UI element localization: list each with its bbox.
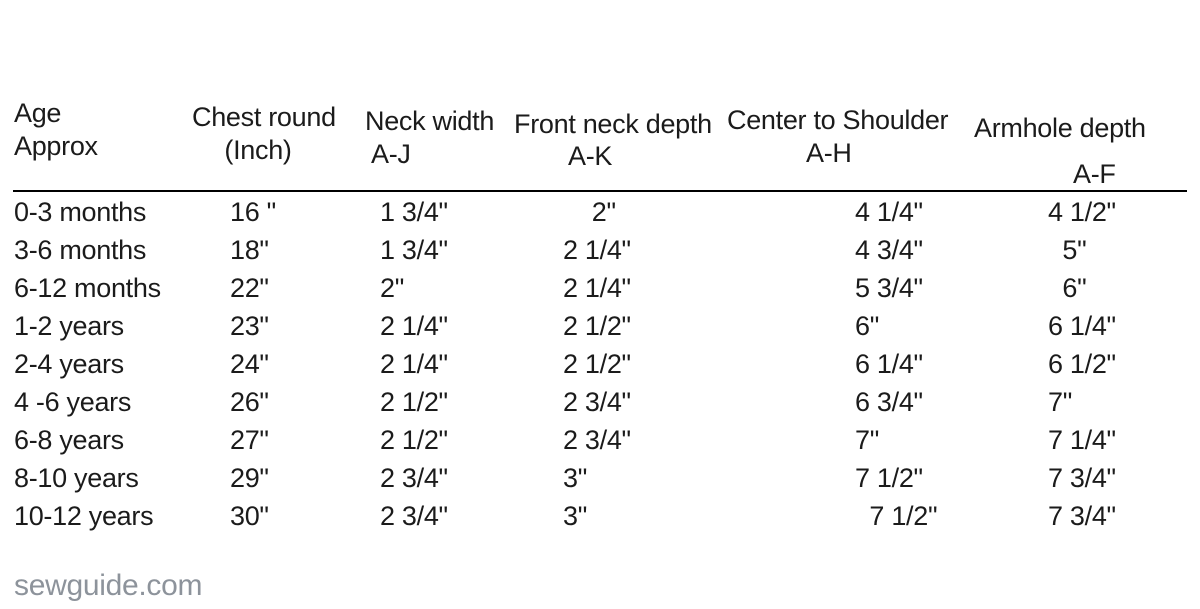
table-cell-age: 1-2 years <box>14 311 124 341</box>
table-cell-neck-width: 2 3/4" <box>380 501 448 531</box>
table-row: 6-12 months 22" 2" 2 1/4" 5 3/4" 6" <box>0 269 1200 307</box>
col-header-center-shoulder-line2: A-H <box>806 138 852 168</box>
table-cell-front-neck-depth: 2" <box>563 197 616 227</box>
table-cell-center-to-shoulder: 7" <box>855 425 880 455</box>
table-cell-neck-width: 2" <box>380 273 405 303</box>
table-cell-neck-width: 1 3/4" <box>380 197 448 227</box>
table-cell-armhole-depth: 7 1/4" <box>1048 425 1116 455</box>
table-cell-chest: 16 " <box>230 197 276 227</box>
table-cell-armhole-depth: 6" <box>1048 273 1087 303</box>
table-cell-neck-width: 2 1/4" <box>380 311 448 341</box>
table-cell-front-neck-depth: 2 1/2" <box>563 311 631 341</box>
table-cell-armhole-depth: 7 3/4" <box>1048 463 1116 493</box>
col-header-age-line2: Approx <box>14 131 98 161</box>
table-cell-center-to-shoulder: 6 1/4" <box>855 349 923 379</box>
table-cell-chest: 18" <box>230 235 269 265</box>
table-cell-neck-width: 2 3/4" <box>380 463 448 493</box>
table-cell-chest: 30" <box>230 501 269 531</box>
table-cell-age: 3-6 months <box>14 235 147 265</box>
table-cell-center-to-shoulder: 7 1/2" <box>855 501 938 531</box>
table-cell-front-neck-depth: 3" <box>563 501 588 531</box>
table-row: 1-2 years 23" 2 1/4" 2 1/2" 6" 6 1/4" <box>0 307 1200 345</box>
table-row: 0-3 months 16 " 1 3/4" 2" 4 1/4" 4 1/2" <box>0 193 1200 231</box>
col-header-front-neck-line2: A-K <box>568 141 613 171</box>
table-cell-front-neck-depth: 2 1/2" <box>563 349 631 379</box>
table-cell-chest: 26" <box>230 387 269 417</box>
col-header-front-neck-line1: Front neck depth <box>514 109 712 139</box>
col-header-neck-line1: Neck width <box>365 106 495 136</box>
table-cell-chest: 23" <box>230 311 269 341</box>
table-row: 6-8 years 27" 2 1/2" 2 3/4" 7" 7 1/4" <box>0 421 1200 459</box>
table-cell-neck-width: 1 3/4" <box>380 235 448 265</box>
table-cell-armhole-depth: 7" <box>1048 387 1073 417</box>
table-row: 2-4 years 24" 2 1/4" 2 1/2" 6 1/4" 6 1/2… <box>0 345 1200 383</box>
table-cell-neck-width: 2 1/2" <box>380 425 448 455</box>
table-cell-center-to-shoulder: 4 1/4" <box>855 197 923 227</box>
table-cell-age: 4 -6 years <box>14 387 132 417</box>
col-header-chest-line2: (Inch) <box>224 135 292 165</box>
table-cell-center-to-shoulder: 6" <box>855 311 880 341</box>
table-cell-front-neck-depth: 2 3/4" <box>563 425 631 455</box>
table-cell-age: 8-10 years <box>14 463 139 493</box>
col-header-chest-line1: Chest round <box>192 102 336 132</box>
table-cell-age: 10-12 years <box>14 501 154 531</box>
table-header-divider <box>13 190 1187 192</box>
col-header-armhole-line1: Armhole depth <box>974 113 1146 143</box>
table-cell-chest: 27" <box>230 425 269 455</box>
col-header-center-shoulder-line1: Center to Shoulder <box>727 105 949 135</box>
table-row: 3-6 months 18" 1 3/4" 2 1/4" 4 3/4" 5" <box>0 231 1200 269</box>
col-header-armhole-line2: A-F <box>1073 159 1116 189</box>
table-cell-age: 6-8 years <box>14 425 124 455</box>
table-cell-front-neck-depth: 2 1/4" <box>563 235 631 265</box>
table-cell-front-neck-depth: 3" <box>563 463 588 493</box>
table-cell-center-to-shoulder: 5 3/4" <box>855 273 923 303</box>
table-cell-front-neck-depth: 2 3/4" <box>563 387 631 417</box>
table-cell-neck-width: 2 1/4" <box>380 349 448 379</box>
table-cell-front-neck-depth: 2 1/4" <box>563 273 631 303</box>
table-cell-center-to-shoulder: 7 1/2" <box>855 463 923 493</box>
table-cell-neck-width: 2 1/2" <box>380 387 448 417</box>
col-header-neck-line2: A-J <box>371 139 411 169</box>
table-cell-armhole-depth: 5" <box>1048 235 1087 265</box>
table-cell-chest: 24" <box>230 349 269 379</box>
table-cell-armhole-depth: 4 1/2" <box>1048 197 1116 227</box>
table-cell-center-to-shoulder: 6 3/4" <box>855 387 923 417</box>
table-cell-armhole-depth: 7 3/4" <box>1048 501 1116 531</box>
table-cell-chest: 22" <box>230 273 269 303</box>
table-cell-age: 2-4 years <box>14 349 124 379</box>
table-row: 8-10 years 29" 2 3/4" 3" 7 1/2" 7 3/4" <box>0 459 1200 497</box>
table-cell-chest: 29" <box>230 463 269 493</box>
table-cell-age: 0-3 months <box>14 197 147 227</box>
table-cell-armhole-depth: 6 1/4" <box>1048 311 1116 341</box>
table-cell-armhole-depth: 6 1/2" <box>1048 349 1116 379</box>
table-cell-center-to-shoulder: 4 3/4" <box>855 235 923 265</box>
table-row: 4 -6 years 26" 2 1/2" 2 3/4" 6 3/4" 7" <box>0 383 1200 421</box>
size-chart-table: 0-3 months 16 " 1 3/4" 2" 4 1/4" 4 1/2" … <box>0 193 1200 535</box>
table-cell-age: 6-12 months <box>14 273 161 303</box>
site-watermark-text: sewguide.com <box>14 569 203 602</box>
col-header-age-line1: Age <box>14 98 62 128</box>
table-row: 10-12 years 30" 2 3/4" 3" 7 1/2" 7 3/4" <box>0 497 1200 535</box>
